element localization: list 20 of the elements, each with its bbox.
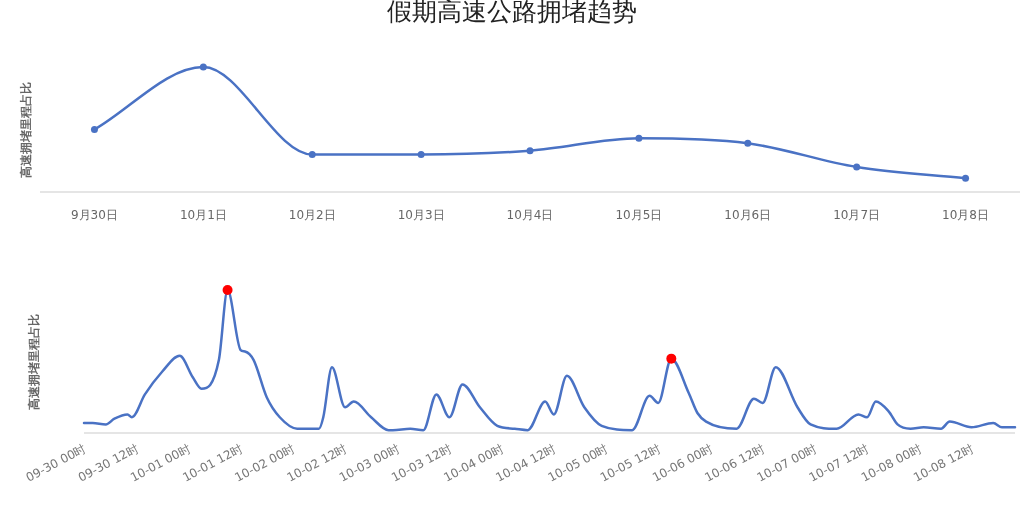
x-tick-label: 10月5日: [615, 208, 663, 222]
x-tick-label: 9月30日: [70, 208, 118, 222]
point: [635, 134, 643, 142]
point: [962, 174, 970, 182]
point: [526, 147, 534, 155]
y-axis-title: 高速拥堵里程占比: [27, 313, 41, 410]
point: [308, 151, 316, 158]
x-tick-label: 10月6日: [724, 208, 772, 222]
y-axis-title: 高速拥堵里程占比: [19, 81, 33, 178]
x-tick-label: 10月1日: [179, 208, 227, 222]
point: [417, 151, 425, 158]
point: [90, 126, 98, 133]
x-tick-label: 10月7日: [833, 208, 881, 222]
point: [744, 139, 752, 147]
point: [199, 63, 207, 71]
x-tick-label: 10月8日: [942, 208, 990, 222]
point: [853, 163, 861, 171]
x-tick-label: 10月3日: [397, 208, 445, 222]
x-tick-label: 10月4日: [506, 208, 554, 222]
x-tick-label: 10月2日: [288, 208, 336, 222]
